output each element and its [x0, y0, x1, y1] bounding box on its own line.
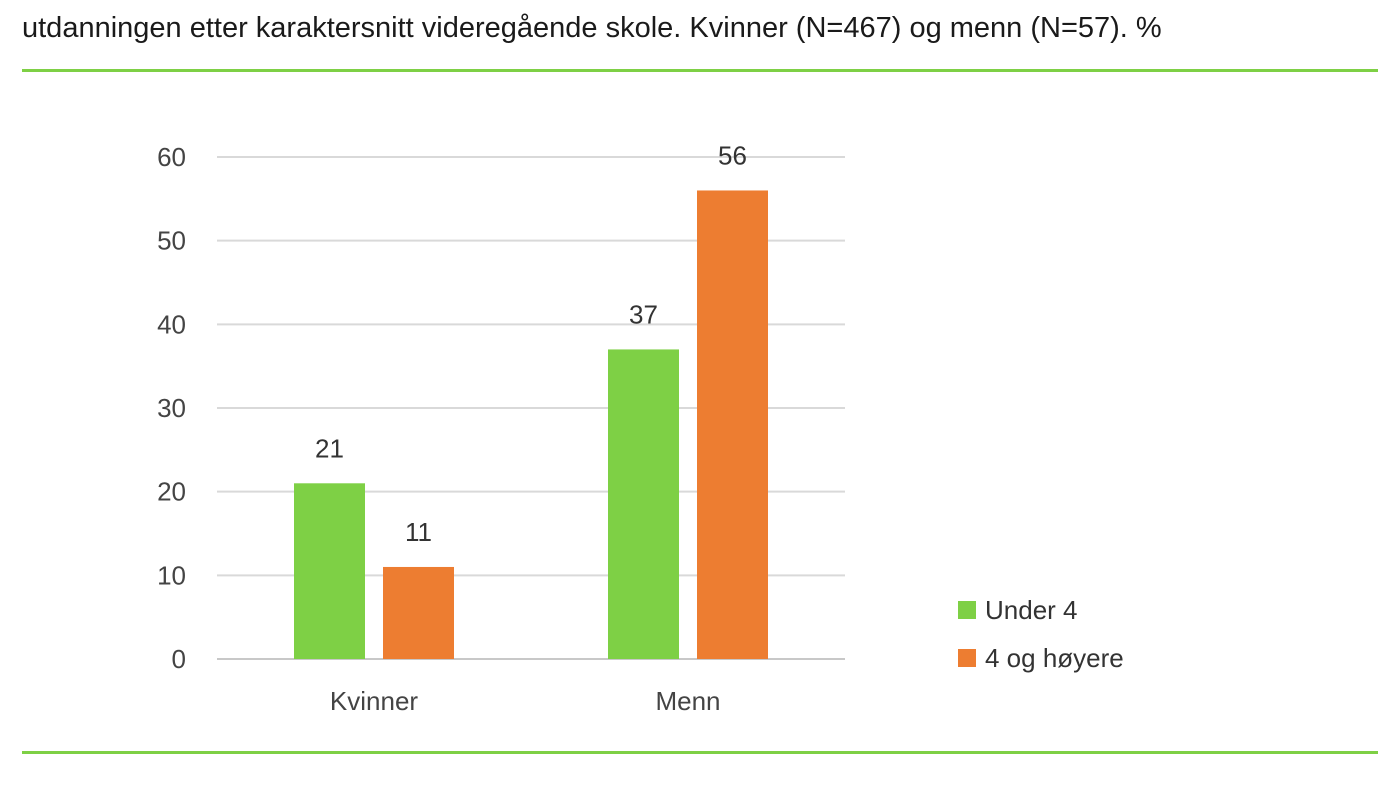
data-label: 21 [315, 433, 344, 463]
top-divider [22, 69, 1378, 72]
y-tick-label: 10 [157, 560, 186, 590]
legend-label: 4 og høyere [985, 642, 1124, 673]
data-label: 56 [718, 140, 747, 170]
x-tick-label: Menn [655, 686, 720, 716]
legend-label: Under 4 [985, 594, 1078, 625]
bar [383, 566, 454, 659]
y-tick-label: 20 [157, 477, 186, 507]
y-tick-label: 60 [157, 142, 186, 172]
data-label: 37 [629, 299, 658, 329]
chart-title: utdanningen etter karaktersnitt videregå… [22, 12, 1162, 44]
y-tick-label: 0 [172, 644, 186, 674]
bar [294, 483, 365, 659]
legend-swatch [958, 649, 976, 667]
chart-legend: Under 4 4 og høyere [958, 586, 1124, 682]
bottom-divider [22, 751, 1378, 754]
y-tick-label: 50 [157, 226, 186, 256]
data-label: 11 [405, 517, 432, 547]
bar [697, 190, 768, 659]
y-tick-label: 40 [157, 309, 186, 339]
x-tick-label: Kvinner [330, 686, 418, 716]
y-tick-label: 30 [157, 393, 186, 423]
legend-item: 4 og høyere [958, 634, 1124, 682]
legend-item: Under 4 [958, 586, 1124, 634]
bar [608, 349, 679, 659]
legend-swatch [958, 601, 976, 619]
